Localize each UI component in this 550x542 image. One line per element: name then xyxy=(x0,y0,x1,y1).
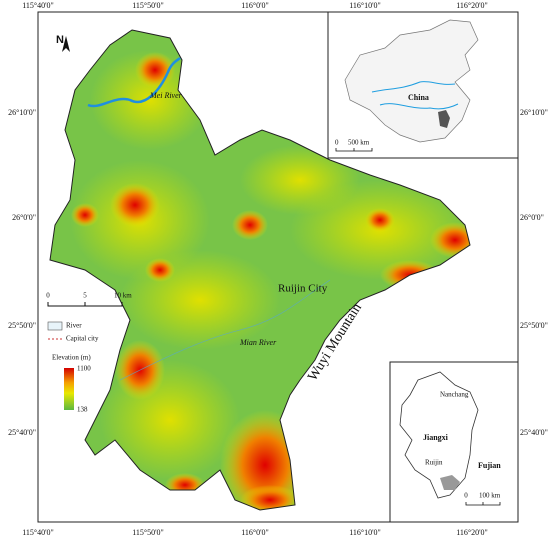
legend: River Capital city Elevation (m) 1100 13… xyxy=(47,322,99,414)
lon-label: 116°10'0" xyxy=(349,1,381,10)
inset-jiangxi: Nanchang Jiangxi Ruijin Fujian 0 100 km xyxy=(389,361,519,523)
scale-label: 0 xyxy=(335,139,339,147)
mian-river-line xyxy=(119,279,331,381)
boundary xyxy=(49,29,471,511)
legend-label: Capital city xyxy=(66,335,99,343)
place-label: Mian River xyxy=(239,338,277,347)
inset-label: Ruijin xyxy=(425,459,443,467)
lat-label: 26°10'0" xyxy=(520,108,548,117)
scale-label: 10 km xyxy=(114,292,132,300)
north-arrow: N xyxy=(56,34,70,52)
inset-china: China 0 500 km xyxy=(327,11,519,159)
lat-label: 25°50'0" xyxy=(8,321,36,330)
legend-label: 138 xyxy=(77,406,88,414)
lon-label: 115°40'0" xyxy=(22,528,54,537)
inset-label: Nanchang xyxy=(440,391,469,399)
inset-label: Fujian xyxy=(478,461,501,470)
scale-label: 100 km xyxy=(479,492,501,500)
scale-label: 500 km xyxy=(348,139,370,147)
lon-label: 116°0'0" xyxy=(241,1,269,10)
lon-label: 116°20'0" xyxy=(456,1,488,10)
lat-label: 26°0'0" xyxy=(12,213,36,222)
lon-label: 115°50'0" xyxy=(132,528,164,537)
scale-label: 0 xyxy=(46,292,50,300)
lon-label: 116°0'0" xyxy=(241,528,269,537)
scale-label: 5 xyxy=(83,292,87,300)
lon-label: 115°50'0" xyxy=(132,1,164,10)
scale-bar: 0 5 10 km xyxy=(46,292,132,307)
lon-label: 116°20'0" xyxy=(456,528,488,537)
lat-label: 25°40'0" xyxy=(520,428,548,437)
lat-label: 26°0'0" xyxy=(520,213,544,222)
lat-label: 25°50'0" xyxy=(520,321,548,330)
inset-label: China xyxy=(408,93,429,102)
elevation-bar xyxy=(64,368,74,410)
legend-label: River xyxy=(66,322,82,330)
north-label: N xyxy=(56,34,64,46)
legend-title: Elevation (m) xyxy=(52,354,91,362)
legend-label: 1100 xyxy=(77,365,91,373)
mei-river-line xyxy=(87,57,181,108)
place-label: Ruijin City xyxy=(278,283,328,295)
inset-label: Jiangxi xyxy=(423,433,449,442)
lat-label: 26°10'0" xyxy=(8,108,36,117)
scale-label: 0 xyxy=(464,492,468,500)
lon-label: 116°10'0" xyxy=(349,528,381,537)
place-label: Mei River xyxy=(149,91,183,100)
lon-label: 115°40'0" xyxy=(22,1,54,10)
lat-label: 25°40'0" xyxy=(8,428,36,437)
